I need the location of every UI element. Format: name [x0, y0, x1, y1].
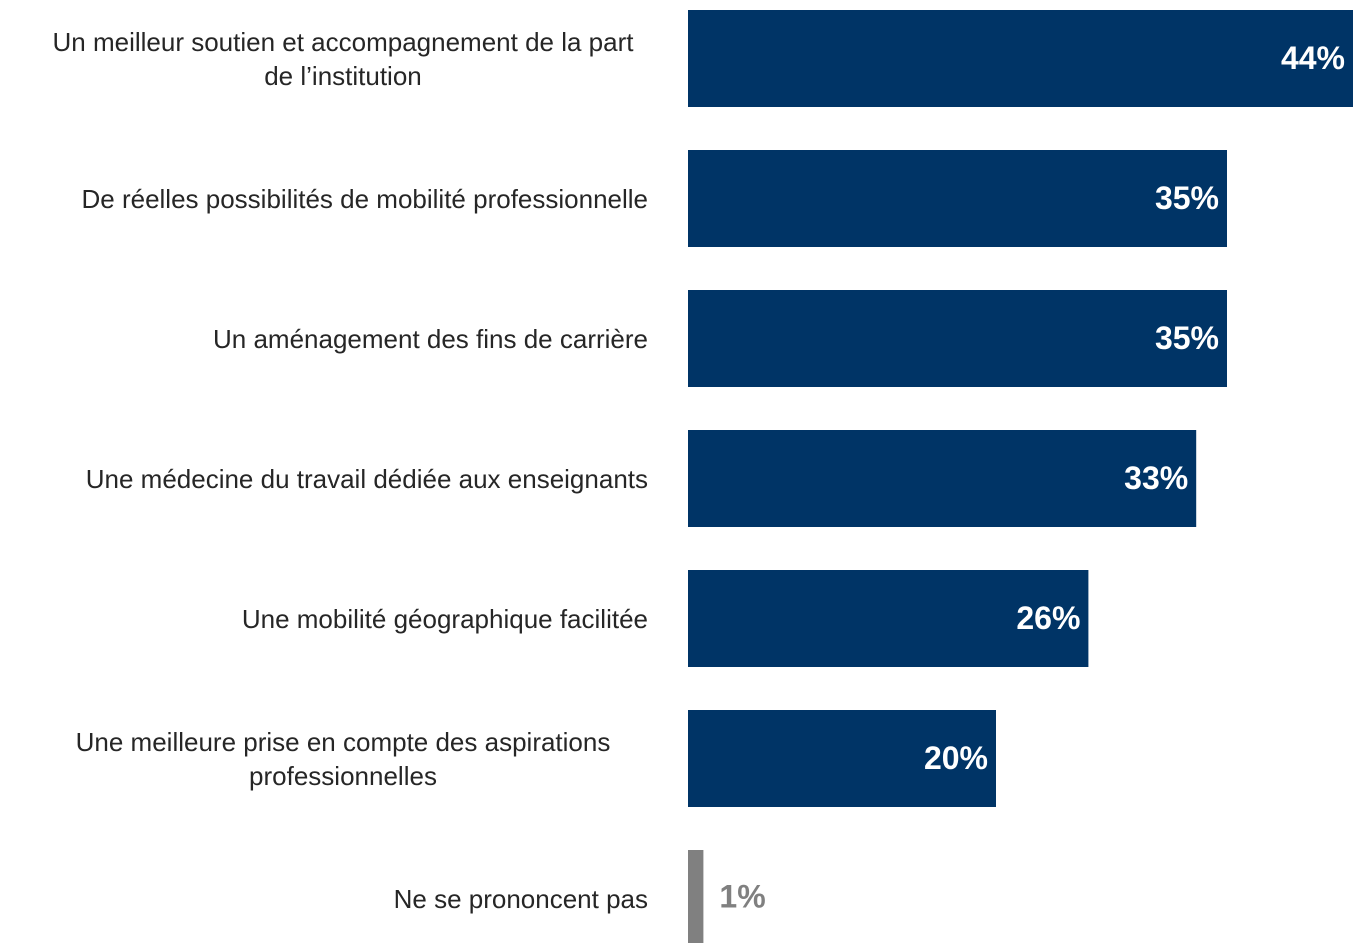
category-text: Une mobilité géographique facilitée: [241, 603, 648, 634]
category-text: De réelles possibilités de mobilité prof…: [81, 183, 648, 214]
value-label: 1%: [719, 878, 765, 914]
value-label: 44%: [1281, 40, 1345, 76]
value-label: 33%: [1124, 460, 1188, 496]
category-label: Une mobilité géographique facilitée: [8, 570, 648, 667]
category-text: Un aménagement des fins de carrière: [212, 323, 648, 354]
bar: [688, 710, 996, 807]
value-label: 20%: [924, 740, 988, 776]
category-label: Un meilleur soutien et accompagnement de…: [8, 10, 648, 107]
category-text: Un meilleur soutien et accompagnement de…: [52, 26, 634, 91]
category-text: Une médecine du travail dédiée aux ensei…: [85, 463, 648, 494]
value-label: 26%: [1016, 600, 1080, 636]
bar: [688, 570, 1089, 667]
bar: [688, 10, 1353, 107]
bar: [688, 850, 704, 943]
category-text: Ne se prononcent pas: [393, 883, 648, 914]
bar: [688, 150, 1227, 247]
category-label: Un aménagement des fins de carrière: [8, 290, 648, 387]
bar: [688, 290, 1227, 387]
category-label: Une meilleure prise en compte des aspira…: [8, 710, 648, 807]
bar: [688, 430, 1197, 527]
category-label: De réelles possibilités de mobilité prof…: [8, 150, 648, 247]
category-text: Une meilleure prise en compte des aspira…: [75, 726, 611, 791]
value-label: 35%: [1155, 320, 1219, 356]
category-label: Ne se prononcent pas: [8, 850, 648, 947]
value-label: 35%: [1155, 180, 1219, 216]
category-label: Une médecine du travail dédiée aux ensei…: [8, 430, 648, 527]
